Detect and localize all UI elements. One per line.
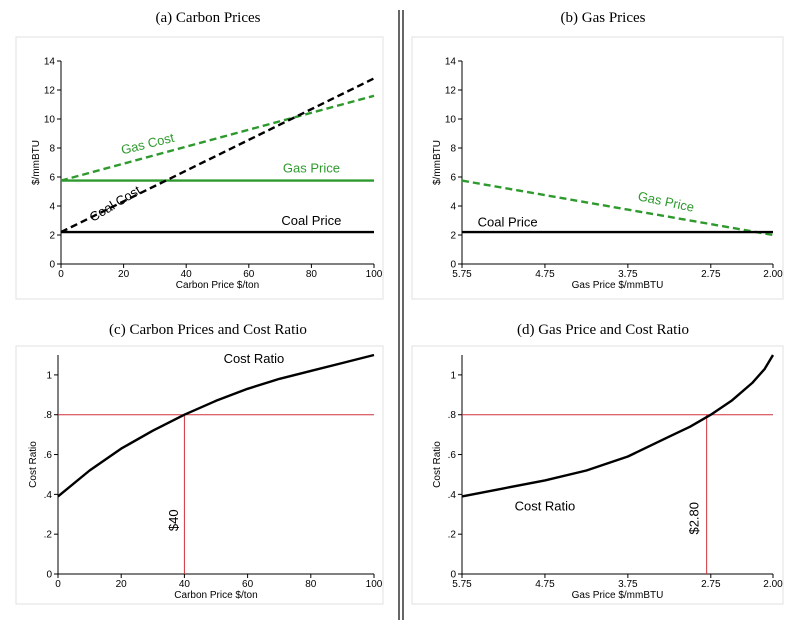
x-tick-label: 0 <box>58 269 64 280</box>
series-label: Coal Price <box>478 214 538 229</box>
x-axis-label: Gas Price $/mmBTU <box>572 280 664 291</box>
y-axis-label: $/mmBTU <box>432 140 443 185</box>
y-tick-label: 12 <box>44 86 56 97</box>
x-tick-label: 80 <box>306 269 318 280</box>
x-tick-label: 80 <box>305 579 317 590</box>
y-tick-label: 10 <box>44 115 56 126</box>
panel-title: (d) Gas Price and Cost Ratio <box>517 322 689 338</box>
y-tick-label: 2 <box>49 231 55 242</box>
plot-frame <box>15 345 384 605</box>
series-label: $40 <box>166 509 181 531</box>
y-tick-label: 14 <box>44 57 56 68</box>
y-tick-label: .6 <box>44 450 53 461</box>
y-axis-label: Cost Ratio <box>432 441 443 488</box>
panel-title: (b) Gas Prices <box>561 10 646 26</box>
y-tick-label: .2 <box>448 530 457 541</box>
x-tick-label: 3.75 <box>618 579 638 590</box>
y-tick-label: 0 <box>450 260 456 271</box>
y-tick-label: 4 <box>49 202 55 213</box>
y-tick-label: 14 <box>445 57 457 68</box>
x-tick-label: 2.00 <box>763 579 783 590</box>
x-tick-label: 5.75 <box>452 269 472 280</box>
x-tick-label: 20 <box>116 579 128 590</box>
x-axis-label: Gas Price $/mmBTU <box>572 590 664 601</box>
series-line-gas-price <box>461 179 774 237</box>
x-tick-label: 2.00 <box>763 269 783 280</box>
plot-frame <box>411 36 784 300</box>
x-tick-label: 3.75 <box>618 269 638 280</box>
series-line-cost-ratio <box>461 354 775 498</box>
y-tick-label: .4 <box>44 490 53 501</box>
x-tick-label: 60 <box>243 269 255 280</box>
panel-d: (d) Gas Price and Cost Ratio 0 .2 .4 .6 .8 1 5.… <box>411 322 784 605</box>
series-label: Gas Cost <box>119 130 176 158</box>
y-tick-label: .2 <box>44 530 53 541</box>
y-tick-label: 0 <box>49 260 55 271</box>
y-tick-label: 0 <box>450 570 456 581</box>
y-tick-label: .6 <box>448 450 457 461</box>
y-tick-label: 8 <box>49 144 55 155</box>
x-tick-label: 4.75 <box>535 269 555 280</box>
y-axis-label: Cost Ratio <box>28 441 39 488</box>
y-tick-label: 6 <box>49 173 55 184</box>
series-label: Cost Ratio <box>224 351 285 366</box>
x-tick-label: 40 <box>179 579 191 590</box>
y-tick-label: .4 <box>448 490 457 501</box>
y-tick-label: 1 <box>46 370 52 381</box>
x-tick-label: 0 <box>55 579 61 590</box>
panel-c: (c) Carbon Prices and Cost Ratio 0 .2 .4 .6.… <box>15 322 384 605</box>
y-tick-label: 10 <box>445 115 457 126</box>
series-line-coal-cost <box>60 77 375 234</box>
plot-frame <box>411 345 784 605</box>
series-label: Gas Price <box>283 161 340 176</box>
series-label: Gas Price <box>637 188 696 215</box>
y-tick-label: 0 <box>46 570 52 581</box>
y-axis-label: $/mmBTU <box>31 140 42 185</box>
y-tick-label: 8 <box>450 144 456 155</box>
x-tick-label: 2.75 <box>701 269 721 280</box>
x-tick-label: 5.75 <box>452 579 472 590</box>
y-tick-label: 6 <box>450 173 456 184</box>
y-tick-label: 12 <box>445 86 457 97</box>
x-tick-label: 60 <box>242 579 254 590</box>
panel-title: (c) Carbon Prices and Cost Ratio <box>109 322 307 338</box>
x-tick-label: 100 <box>366 579 383 590</box>
plot-frame <box>15 36 384 300</box>
y-tick-label: 2 <box>450 231 456 242</box>
x-tick-label: 100 <box>366 269 383 280</box>
series-label: Coal Cost <box>87 182 144 224</box>
x-axis-label: Carbon Price $/ton <box>176 280 259 291</box>
series-label: Cost Ratio <box>515 498 576 513</box>
series-label: $2.80 <box>686 502 701 535</box>
x-tick-label: 4.75 <box>535 579 555 590</box>
y-tick-label: .8 <box>448 410 457 421</box>
x-tick-label: 20 <box>118 269 130 280</box>
x-tick-label: 40 <box>181 269 193 280</box>
series-line-cost-ratio <box>57 353 375 498</box>
panel-a: (a) Carbon Prices 0 2 4 6 8 10 12 14 0 20 40 60 80 100… <box>15 10 384 300</box>
x-axis-label: Carbon Price $/ton <box>174 590 257 601</box>
x-tick-label: 2.75 <box>701 579 721 590</box>
y-tick-label: .8 <box>44 410 53 421</box>
panel-title: (a) Carbon Prices <box>156 10 261 26</box>
y-tick-label: 1 <box>450 370 456 381</box>
series-label: Coal Price <box>281 213 341 228</box>
y-tick-label: 4 <box>450 202 456 213</box>
series-line-gas-cost <box>60 94 375 182</box>
panel-b: (b) Gas Prices 0 2 4 6 8 10 12 14 5.75 4.75 3.75 2.7… <box>411 10 784 300</box>
